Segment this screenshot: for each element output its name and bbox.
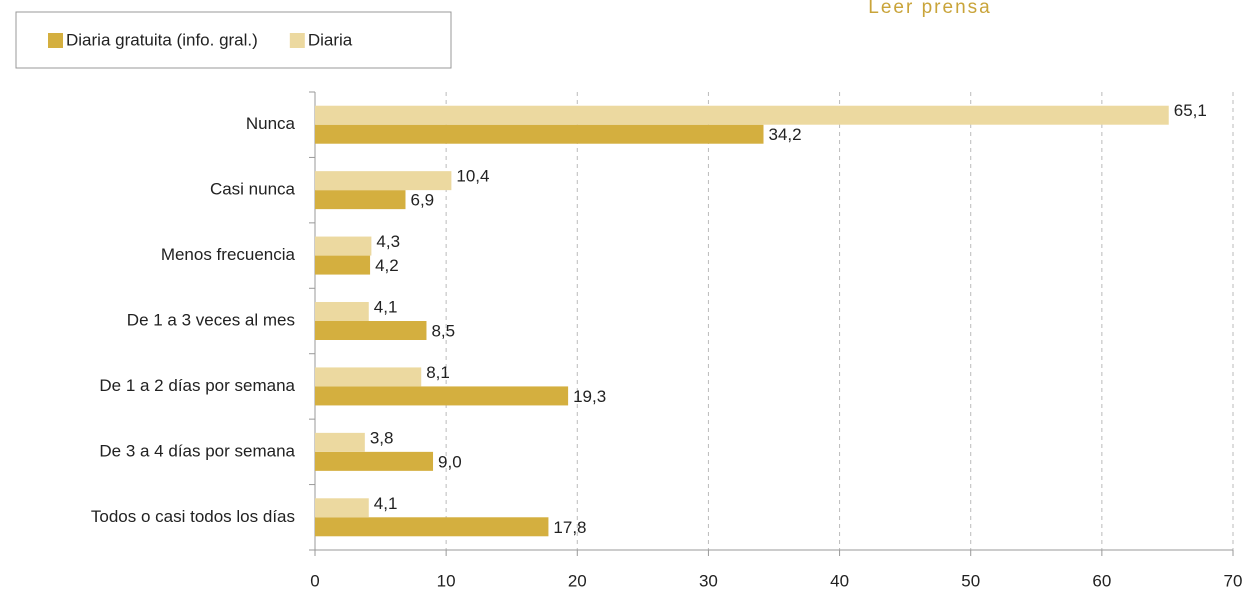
data-label: 9,0 [438, 452, 462, 471]
legend-label: Diaria [308, 30, 353, 49]
x-tick-label: 50 [961, 571, 980, 590]
legend-swatch [48, 33, 63, 48]
x-tick-label: 30 [699, 571, 718, 590]
bar [315, 498, 369, 518]
y-tick-label: Todos o casi todos los días [91, 507, 295, 526]
x-tick-label: 10 [437, 571, 456, 590]
x-tick-label: 0 [310, 571, 319, 590]
data-label: 10,4 [456, 167, 489, 186]
bar [315, 451, 434, 471]
bar [315, 321, 427, 340]
bar [315, 367, 422, 387]
data-label: 6,9 [410, 191, 434, 210]
data-label: 4,1 [374, 297, 398, 316]
data-label: 4,1 [374, 494, 398, 513]
x-tick-label: 60 [1092, 571, 1111, 590]
x-tick-label: 20 [568, 571, 587, 590]
legend-label: Diaria gratuita (info. gral.) [66, 30, 258, 49]
legend-box [15, 11, 452, 69]
bar [315, 255, 371, 275]
legend-swatch [289, 33, 305, 48]
y-tick-label: De 1 a 3 veces al mes [127, 310, 295, 329]
bar [315, 171, 452, 191]
data-label: 4,2 [375, 256, 399, 275]
data-label: 8,1 [426, 363, 450, 382]
x-tick-label: 70 [1224, 571, 1243, 590]
data-label: 19,3 [573, 387, 606, 406]
data-label: 17,8 [553, 518, 586, 537]
data-label: 65,1 [1174, 101, 1207, 120]
y-tick-label: Menos frecuencia [161, 245, 296, 264]
data-label: 3,8 [370, 428, 394, 447]
bar [315, 517, 549, 537]
data-label: 8,5 [431, 321, 455, 340]
bar [315, 190, 406, 210]
bar [315, 386, 569, 406]
bar [315, 124, 764, 144]
x-tick-label: 40 [830, 571, 849, 590]
y-tick-label: Nunca [246, 114, 296, 133]
chart-title: Leer prensa [868, 0, 991, 18]
y-tick-label: Casi nunca [210, 180, 296, 199]
y-tick-label: De 1 a 2 días por semana [99, 376, 295, 395]
data-label: 4,3 [376, 232, 400, 251]
data-label: 34,2 [769, 125, 802, 144]
bar [315, 105, 1169, 125]
bar [315, 236, 372, 256]
bar [315, 302, 369, 321]
bar [315, 432, 365, 452]
y-tick-label: De 3 a 4 días por semana [99, 441, 295, 460]
